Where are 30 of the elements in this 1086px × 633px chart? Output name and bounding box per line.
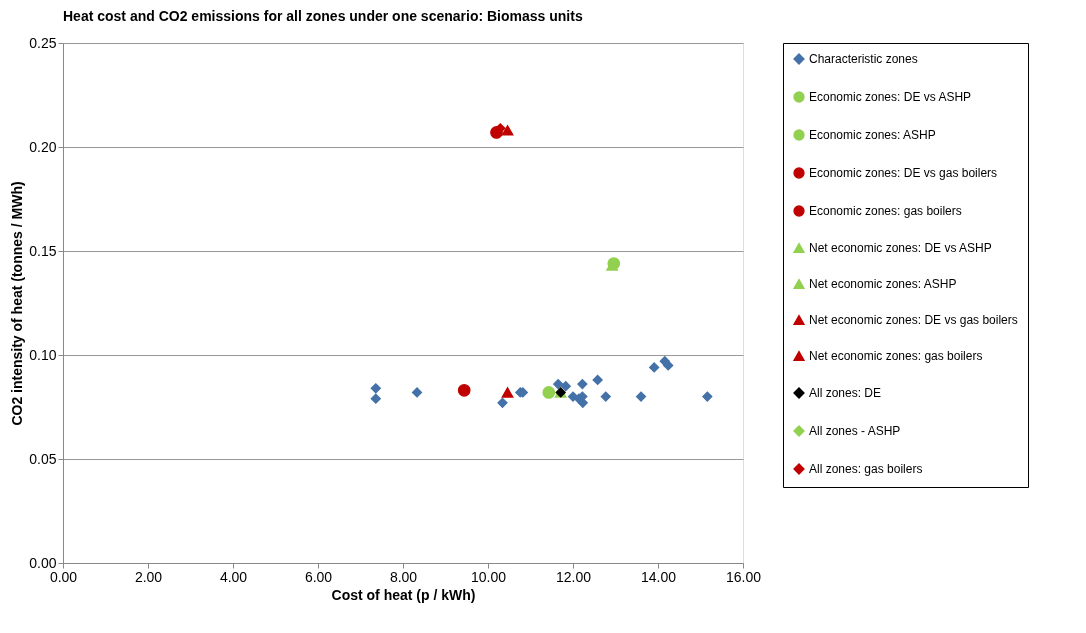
- x-tick-label: 16.00: [725, 568, 762, 585]
- x-axis-title: Cost of heat (p / kWh): [331, 586, 476, 603]
- x-tick-label: 4.00: [219, 568, 248, 585]
- y-tick-label: 0.00: [29, 554, 57, 571]
- x-tick-label: 6.00: [304, 568, 333, 585]
- y-tick-label: 0.25: [29, 34, 57, 51]
- x-tick-label: 8.00: [389, 568, 418, 585]
- y-axis-title: CO2 intensity of heat (tonnes / MWh): [9, 181, 26, 426]
- y-tick-label: 0.15: [29, 242, 57, 259]
- legend-label: Economic zones: DE vs gas boilers: [809, 166, 998, 180]
- legend-label: All zones - ASHP: [809, 424, 901, 438]
- legend-label: All zones: DE: [809, 386, 882, 400]
- x-tick-label: 10.00: [470, 568, 507, 585]
- x-tick-label: 12.00: [555, 568, 592, 585]
- y-tick-label: 0.20: [29, 138, 57, 155]
- legend-label: Economic zones: DE vs ASHP: [809, 90, 972, 104]
- legend-label: Economic zones: ASHP: [809, 128, 936, 142]
- legend-label: All zones: gas boilers: [809, 462, 923, 476]
- legend-label: Economic zones: gas boilers: [809, 204, 962, 218]
- x-tick-label: 2.00: [134, 568, 163, 585]
- legend-label: Net economic zones: gas boilers: [809, 349, 983, 363]
- legend-label: Net economic zones: ASHP: [809, 277, 957, 291]
- x-tick-label: 0.00: [49, 568, 78, 585]
- chart-title: Heat cost and CO2 emissions for all zones under one scenario: Biomass units: [63, 8, 583, 24]
- legend-label: Characteristic zones: [809, 52, 918, 66]
- legend-label: Net economic zones: DE vs gas boilers: [809, 313, 1018, 327]
- y-tick-label: 0.10: [29, 346, 57, 363]
- x-tick-label: 14.00: [640, 568, 677, 585]
- y-tick-label: 0.05: [29, 450, 57, 467]
- legend-label: Net economic zones: DE vs ASHP: [809, 241, 992, 255]
